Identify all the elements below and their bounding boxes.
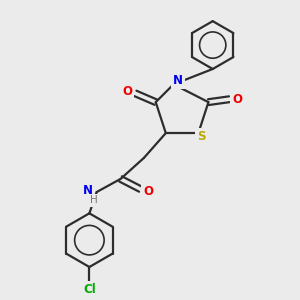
Text: N: N — [83, 184, 93, 197]
Text: N: N — [173, 74, 183, 87]
Text: S: S — [198, 130, 206, 143]
Text: Cl: Cl — [83, 283, 96, 296]
Text: O: O — [122, 85, 132, 98]
Text: O: O — [232, 93, 243, 106]
Text: O: O — [144, 185, 154, 198]
Text: H: H — [91, 195, 98, 205]
